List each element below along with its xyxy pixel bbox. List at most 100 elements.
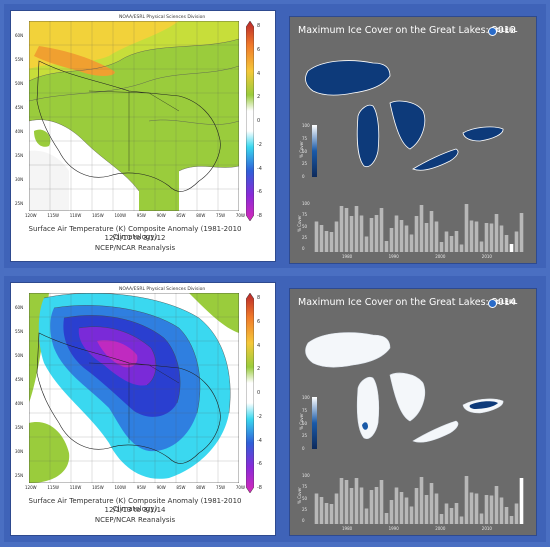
colorbar-tick: 2 — [257, 94, 261, 101]
ice-bar — [464, 476, 469, 524]
ice-bar — [519, 213, 524, 252]
lon-label: 115W — [47, 213, 59, 218]
ice-bar — [414, 488, 419, 524]
ice-bar — [454, 231, 459, 252]
map-caption-dates: 12/1/11 to 3/1/12 — [104, 234, 166, 242]
colorbar-tick: -2 — [257, 141, 262, 148]
ice-cover-title: Maximum Ice Cover on the Great Lakes: 20… — [298, 297, 516, 308]
bar-ytick: 0 — [302, 518, 305, 523]
lat-label: 40N — [15, 129, 24, 134]
ice-legend-bar — [312, 397, 317, 449]
lat-label: 30N — [15, 177, 24, 182]
colorbar — [246, 293, 254, 493]
colorbar-tick: -4 — [257, 165, 262, 172]
legend-tick: 25 — [302, 161, 308, 167]
lon-label: 85W — [176, 485, 186, 490]
ice-bar — [329, 504, 334, 524]
ice-bar — [334, 221, 339, 252]
map-credit: NOAA/ESRL Physical Sciences Division — [119, 15, 206, 20]
lat-label: 35N — [15, 153, 24, 158]
lon-label: 95W — [136, 485, 146, 490]
ice-bar — [434, 493, 439, 524]
ice-legend-ticks: 100 75 50 25 0 — [302, 123, 310, 179]
map-caption-source: NCEP/NCAR Reanalysis — [94, 516, 176, 524]
lon-label: 80W — [196, 485, 206, 490]
lat-label: 50N — [15, 81, 24, 86]
ice-bar — [424, 223, 429, 252]
ice-bar — [499, 497, 504, 524]
ice-bar — [474, 221, 479, 252]
temperature-anomaly-map — [29, 21, 239, 211]
noaa-globe-icon — [488, 299, 497, 308]
ice-bar — [504, 235, 509, 252]
ice-bar — [509, 516, 514, 524]
colorbar-tick: -2 — [257, 413, 262, 420]
bar-ytick: 75 — [302, 212, 308, 218]
lon-label: 110W — [69, 213, 82, 218]
ice-bar — [399, 492, 404, 524]
ice-bar — [349, 488, 354, 524]
bar-ytick: 50 — [302, 223, 308, 229]
legend-tick: 75 — [302, 135, 308, 141]
ice-bar — [409, 506, 414, 524]
lon-labels: 120W 115W 110W 105W 100W 95W 90W 85W 80W… — [25, 485, 245, 490]
map-caption-source: NCEP/NCAR Reanalysis — [94, 244, 176, 252]
ice-bar — [374, 487, 379, 524]
bar-xtick: 1990 — [388, 526, 399, 531]
map-caption-dates: 12/1/13 to 3/1/14 — [104, 506, 166, 514]
ice-bar — [364, 508, 369, 524]
bar-xtick: 2010 — [481, 254, 492, 259]
ice-bar — [409, 234, 414, 252]
ice-bar — [329, 232, 334, 252]
ice-bar — [389, 228, 394, 252]
ice-bar — [419, 477, 424, 524]
ice-bar — [459, 516, 464, 524]
colorbar — [246, 21, 254, 221]
bar-xtick: 1990 — [388, 254, 399, 259]
ice-bar — [394, 215, 399, 252]
ice-bar — [364, 236, 369, 252]
ice-bar — [489, 495, 494, 524]
map-credit: NOAA/ESRL Physical Sciences Division — [119, 287, 206, 292]
bar-yticks: 100 75 50 25 0 — [302, 473, 310, 523]
ice-bar — [424, 495, 429, 524]
ice-bar — [359, 487, 364, 524]
colorbar-tick: -6 — [257, 461, 262, 468]
ice-bar — [484, 223, 489, 252]
bar-xticks: 1980 1990 2000 2010 — [342, 526, 492, 531]
lat-label: 50N — [15, 353, 24, 358]
ice-bar — [474, 493, 479, 524]
lon-label: 120W — [25, 485, 37, 490]
ice-bar — [349, 216, 354, 252]
ice-bar — [489, 223, 494, 252]
panel-2012: NOAA/ESRL Physical Sciences Division — [4, 4, 546, 268]
ice-bar — [369, 218, 374, 252]
bar-ytick: 25 — [302, 234, 308, 240]
ice-bar — [429, 483, 434, 524]
temperature-anomaly-map — [29, 293, 239, 483]
legend-tick: 0 — [302, 446, 305, 451]
ice-bar — [449, 236, 454, 252]
ice-bar — [399, 220, 404, 252]
lat-label: 25N — [15, 201, 24, 206]
legend-tick: 0 — [302, 174, 305, 179]
colorbar-tick: 4 — [257, 70, 261, 77]
lat-label: 60N — [15, 305, 24, 310]
colorbar-tick: -8 — [257, 213, 262, 219]
ice-bar — [459, 244, 464, 252]
lon-label: 75W — [216, 213, 226, 218]
ice-bar — [394, 487, 399, 524]
colorbar-tick: -8 — [257, 485, 262, 491]
lat-label: 40N — [15, 401, 24, 406]
colorbar-tick: 6 — [257, 46, 261, 53]
colorbar-tick: 2 — [257, 366, 261, 373]
ice-bar — [384, 513, 389, 524]
ice-bar — [454, 503, 459, 524]
ice-bar-chart — [314, 476, 524, 524]
ice-bar — [334, 493, 339, 524]
ice-bar — [379, 208, 384, 252]
ice-bar — [319, 225, 324, 252]
ice-bar — [414, 216, 419, 252]
ice-bar — [484, 495, 489, 524]
lat-label: 45N — [15, 377, 24, 382]
